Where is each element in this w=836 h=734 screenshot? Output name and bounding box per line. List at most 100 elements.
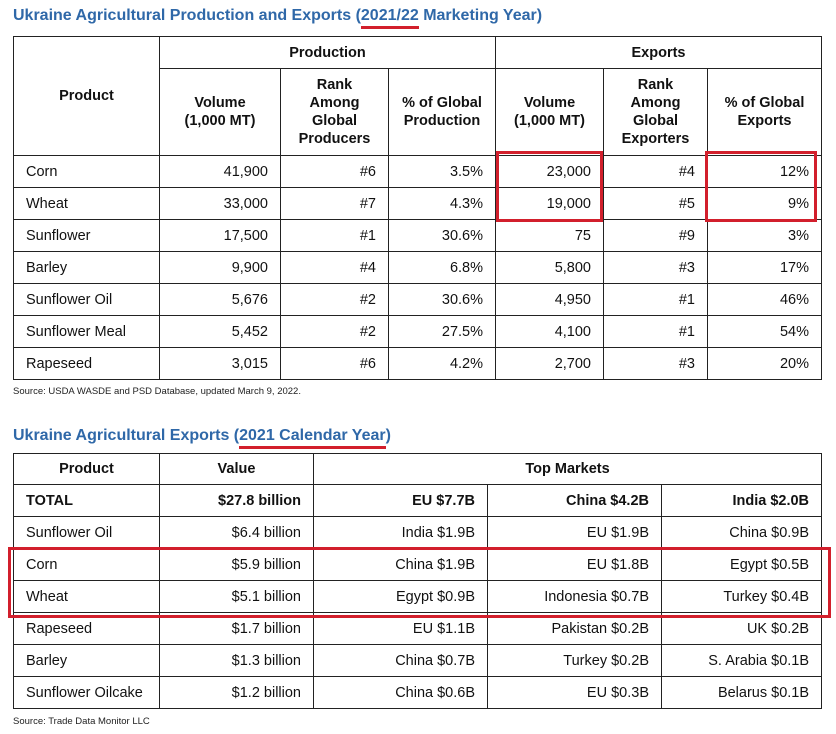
value-cell: $1.7 billion (159, 612, 314, 645)
product-cell: Rapeseed (13, 612, 160, 645)
value-cell: #3 (603, 251, 708, 284)
product-cell: Barley (13, 644, 160, 677)
value-cell: $1.3 billion (159, 644, 314, 677)
source-note-2: Source: Trade Data Monitor LLC (13, 716, 150, 727)
header-production-rank: Rank Among Global Producers (280, 68, 389, 156)
product-cell: Wheat (13, 580, 160, 613)
production-exports-title: Ukraine Agricultural Production and Expo… (13, 7, 543, 29)
value-cell: China $0.6B (313, 676, 488, 709)
value-cell: China $0.7B (313, 644, 488, 677)
value-cell: 75 (495, 219, 604, 252)
value-cell: 17,500 (159, 219, 281, 252)
value-cell: #1 (280, 219, 389, 252)
title-year-underlined: 2021 Calendar Year (239, 427, 387, 449)
value-cell: #3 (603, 347, 708, 380)
product-cell: TOTAL (13, 484, 160, 517)
value-cell: EU $1.8B (487, 548, 662, 581)
value-cell: 4.3% (388, 187, 496, 220)
exports-title: Ukraine Agricultural Exports (2021 Calen… (13, 427, 391, 449)
value-cell: #1 (603, 315, 708, 348)
group-header-exports: Exports (494, 36, 823, 69)
value-cell: 20% (706, 347, 823, 380)
product-cell: Wheat (13, 187, 160, 220)
value-cell: 12% (706, 155, 823, 188)
table-row: Sunflower Oilcake $1.2 billion China $0.6B… (13, 676, 823, 709)
table-row: TOTAL $27.8 billion EU $7.7B China $4.2B Ind… (13, 484, 823, 517)
product-cell: Corn (13, 548, 160, 581)
value-cell: 2,700 (495, 347, 604, 380)
header-production-share: % of Global Production (388, 68, 496, 156)
value-cell: #6 (280, 347, 389, 380)
header-product: Product (13, 36, 160, 156)
value-cell: Belarus $0.1B (660, 676, 823, 709)
value-cell: EU $7.7B (313, 484, 488, 517)
value-cell: 27.5% (388, 315, 496, 348)
product-cell: Sunflower (13, 219, 160, 252)
value-cell: #4 (603, 155, 708, 188)
group-header-production: Production (159, 36, 496, 69)
header-exports-volume: Volume (1,000 MT) (495, 68, 604, 156)
source-note-1: Source: USDA WASDE and PSD Database, upd… (13, 386, 301, 397)
title-text-end: ) (385, 427, 391, 444)
value-cell: 54% (706, 315, 823, 348)
value-cell: #4 (280, 251, 389, 284)
table-row: Sunflower Meal 5,452 #2 27.5% 4,100 #1 54% (13, 315, 823, 348)
table-row: Corn $5.9 billion China $1.9B EU $1.8B Egypt… (13, 548, 823, 581)
value-cell: 33,000 (159, 187, 281, 220)
value-cell: 19,000 (495, 187, 604, 220)
value-cell: 17% (706, 251, 823, 284)
header-product: Product (13, 453, 160, 485)
value-cell: 5,800 (495, 251, 604, 284)
value-cell: China $4.2B (487, 484, 662, 517)
table-row: Wheat $5.1 billion Egypt $0.9B Indonesia $0… (13, 580, 823, 613)
header-top-markets: Top Markets (312, 453, 823, 485)
value-cell: 46% (706, 283, 823, 316)
title-text-end: Marketing Year) (418, 7, 543, 24)
title-text: Ukraine Agricultural Exports ( (13, 427, 240, 444)
product-cell: Corn (13, 155, 160, 188)
table-row: Sunflower Oil 5,676 #2 30.6% 4,950 #1 46% (13, 283, 823, 316)
value-cell: Turkey $0.4B (660, 580, 823, 613)
table-row: Rapeseed $1.7 billion EU $1.1B Pakistan $0.… (13, 612, 823, 645)
value-cell: EU $1.1B (313, 612, 488, 645)
value-cell: 4.2% (388, 347, 496, 380)
value-cell: 3,015 (159, 347, 281, 380)
product-cell: Sunflower Oilcake (13, 676, 160, 709)
header-exports-rank: Rank Among Global Exporters (603, 68, 708, 156)
value-cell: India $1.9B (313, 516, 488, 549)
value-cell: Egypt $0.9B (313, 580, 488, 613)
product-cell: Sunflower Oil (13, 283, 160, 316)
value-cell: $1.2 billion (159, 676, 314, 709)
value-cell: Indonesia $0.7B (487, 580, 662, 613)
value-cell: $5.1 billion (159, 580, 314, 613)
title-text: Ukraine Agricultural Production and Expo… (13, 7, 361, 24)
value-cell: China $1.9B (313, 548, 488, 581)
table-row: Corn 41,900 #6 3.5% 23,000 #4 12% (13, 155, 823, 188)
exports-table: Product Value Top Markets TOTAL $27.8 bil… (13, 453, 823, 709)
value-cell: #2 (280, 283, 389, 316)
value-cell: #6 (280, 155, 389, 188)
header-exports-share: % of Global Exports (706, 68, 823, 156)
product-cell: Sunflower Oil (13, 516, 160, 549)
value-cell: Pakistan $0.2B (487, 612, 662, 645)
value-cell: $27.8 billion (159, 484, 314, 517)
header-value: Value (159, 453, 314, 485)
value-cell: Egypt $0.5B (660, 548, 823, 581)
value-cell: EU $0.3B (487, 676, 662, 709)
value-cell: 4,950 (495, 283, 604, 316)
value-cell: UK $0.2B (660, 612, 823, 645)
value-cell: #1 (603, 283, 708, 316)
value-cell: 30.6% (388, 283, 496, 316)
value-cell: #5 (603, 187, 708, 220)
value-cell: $6.4 billion (159, 516, 314, 549)
value-cell: 4,100 (495, 315, 604, 348)
value-cell: 3.5% (388, 155, 496, 188)
value-cell: 9,900 (159, 251, 281, 284)
title-year-underlined: 2021/22 (360, 7, 419, 29)
product-cell: Barley (13, 251, 160, 284)
value-cell: 5,676 (159, 283, 281, 316)
table-row: Wheat 33,000 #7 4.3% 19,000 #5 9% (13, 187, 823, 220)
value-cell: China $0.9B (660, 516, 823, 549)
product-cell: Sunflower Meal (13, 315, 160, 348)
value-cell: 6.8% (388, 251, 496, 284)
